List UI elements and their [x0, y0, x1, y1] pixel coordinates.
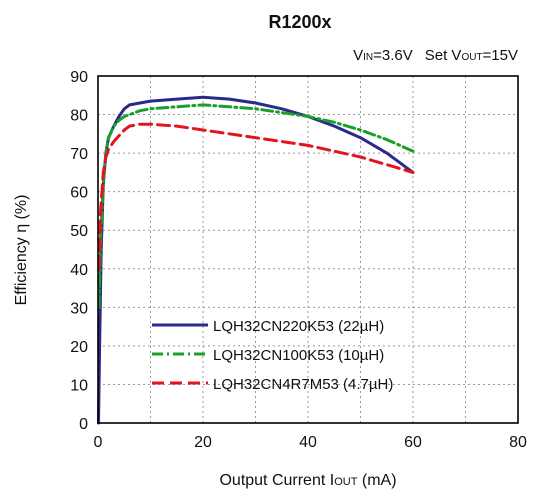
plot-frame: [97, 75, 519, 424]
x-axis-label: Output Current IOUT (mA): [219, 472, 396, 489]
y-tick-label: 70: [70, 146, 88, 163]
x-axis-label-unit: (mA): [357, 472, 396, 489]
subtitle-vout-sub: OUT: [461, 52, 482, 63]
series-line-3: [97, 122, 415, 271]
x-tick-label: 60: [404, 434, 422, 451]
y-tick-label: 40: [70, 262, 88, 279]
y-tick-label: 10: [70, 377, 88, 394]
series-line-2: [97, 103, 415, 309]
x-tick-label: 80: [509, 434, 527, 451]
series-lines: [97, 95, 415, 425]
legend-label-3: LQH32CN4R7M53 (4.7µH): [213, 376, 393, 393]
y-tick-label: 80: [70, 108, 88, 125]
y-axis-label: Efficiency η (%): [13, 195, 30, 306]
y-tick-label: 20: [70, 339, 88, 356]
y-tick-label: 90: [70, 69, 88, 86]
x-axis-label-sub: OUT: [334, 476, 358, 488]
subtitle-vin-value: =3.6V: [373, 47, 413, 64]
x-tick-label: 40: [299, 434, 317, 451]
chart-subtitle: VIN=3.6V Set VOUT=15V: [353, 47, 518, 64]
legend-label-2: LQH32CN100K53 (10µH): [213, 347, 384, 364]
tick-labels: 0 10 20 30 40 50 60 70 80 90 0 20 40 60 80: [70, 69, 527, 451]
subtitle-vin-sub: IN: [363, 52, 373, 63]
y-tick-label: 50: [70, 223, 88, 240]
x-axis-label-main: Output Current I: [219, 472, 334, 489]
y-tick-label: 60: [70, 185, 88, 202]
x-tick-label: 0: [94, 434, 103, 451]
y-tick-label: 0: [79, 416, 88, 433]
legend: LQH32CN220K53 (22µH) LQH32CN100K53 (10µH)…: [152, 318, 393, 393]
y-tick-label: 30: [70, 300, 88, 317]
subtitle-vout-value: =15V: [483, 47, 518, 64]
subtitle-set: Set V: [425, 47, 462, 64]
grid: [98, 76, 518, 423]
legend-label-1: LQH32CN220K53 (22µH): [213, 318, 384, 335]
chart-title: R1200x: [268, 12, 331, 32]
x-tick-label: 20: [194, 434, 212, 451]
subtitle-vin: V: [353, 47, 363, 64]
